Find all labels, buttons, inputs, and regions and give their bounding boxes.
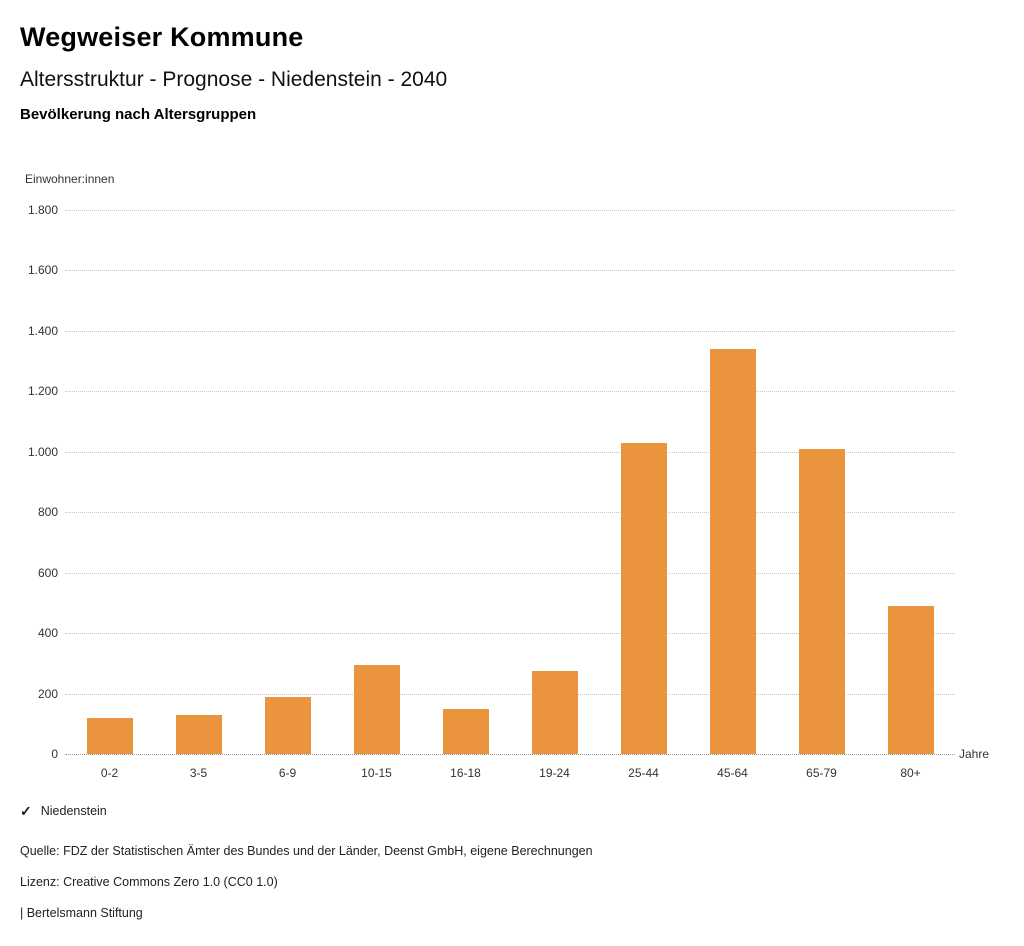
x-tick-label: 16-18 bbox=[450, 766, 481, 780]
bar-45-64[interactable] bbox=[709, 349, 756, 754]
source-text: Quelle: FDZ der Statistischen Ämter des … bbox=[20, 844, 593, 858]
y-tick-label: 200 bbox=[37, 686, 58, 701]
gridline bbox=[65, 451, 955, 453]
bar-0-2[interactable] bbox=[86, 717, 133, 754]
y-tick-label: 1.600 bbox=[27, 263, 58, 278]
y-tick-label: 1.200 bbox=[27, 384, 58, 399]
y-tick-label: 400 bbox=[37, 626, 58, 641]
x-tick-label: 45-64 bbox=[717, 766, 748, 780]
x-tick-label: 10-15 bbox=[361, 766, 392, 780]
y-tick-label: 1.000 bbox=[27, 444, 58, 459]
y-tick-label: 600 bbox=[37, 565, 58, 580]
gridline bbox=[65, 693, 955, 695]
y-axis-tick-labels: 0 200 400 600 800 1.000 1.200 1.400 1.600 1.800 bbox=[0, 203, 58, 761]
x-axis-unit-label: Jahre bbox=[959, 747, 990, 761]
bar-16-18[interactable] bbox=[442, 708, 489, 754]
checkmark-icon: ✓ bbox=[20, 803, 32, 819]
x-tick-label: 19-24 bbox=[539, 766, 570, 780]
x-tick-label: 65-79 bbox=[806, 766, 837, 780]
plot-area bbox=[65, 210, 955, 755]
gridline bbox=[65, 633, 955, 635]
y-tick-label: 0 bbox=[51, 747, 58, 761]
y-tick-label: 800 bbox=[37, 505, 58, 520]
bar-6-9[interactable] bbox=[264, 696, 311, 754]
page-title: Wegweiser Kommune bbox=[20, 22, 304, 52]
gridline bbox=[65, 572, 955, 574]
chart-subtitle: Altersstruktur - Prognose - Niedenstein … bbox=[20, 68, 448, 91]
gridline bbox=[65, 512, 955, 514]
bar-80+[interactable] bbox=[887, 605, 934, 754]
chart-section-title: Bevölkerung nach Altersgruppen bbox=[20, 106, 257, 123]
x-tick-label: 3-5 bbox=[189, 766, 208, 780]
license-text: Lizenz: Creative Commons Zero 1.0 (CC0 1… bbox=[20, 875, 278, 889]
bar-19-24[interactable] bbox=[531, 670, 578, 754]
gridline bbox=[65, 330, 955, 332]
gridline bbox=[65, 270, 955, 272]
x-tick-label: 0-2 bbox=[100, 766, 119, 780]
bar-65-79[interactable] bbox=[798, 448, 845, 754]
x-axis-tick-labels: 0-2 3-5 6-9 10-15 16-18 19-24 25-44 45-64 65-79 8… bbox=[65, 766, 955, 782]
y-tick-label: 1.400 bbox=[27, 323, 58, 338]
branding-text: | Bertelsmann Stiftung bbox=[20, 906, 143, 920]
bar-25-44[interactable] bbox=[620, 442, 667, 754]
y-tick-label: 1.800 bbox=[27, 203, 58, 217]
x-tick-label: 80+ bbox=[900, 766, 921, 780]
bar-3-5[interactable] bbox=[175, 714, 222, 754]
legend-item-niedenstein[interactable]: ✓ Niedenstein bbox=[20, 804, 107, 818]
gridline bbox=[65, 210, 955, 211]
legend-label: Niedenstein bbox=[40, 804, 107, 818]
x-tick-label: 6-9 bbox=[278, 766, 297, 780]
x-tick-label: 25-44 bbox=[628, 766, 659, 780]
bar-10-15[interactable] bbox=[353, 664, 400, 754]
gridline bbox=[65, 754, 955, 755]
gridline bbox=[65, 391, 955, 393]
y-axis-unit-label: Einwohner:innen bbox=[25, 172, 115, 186]
